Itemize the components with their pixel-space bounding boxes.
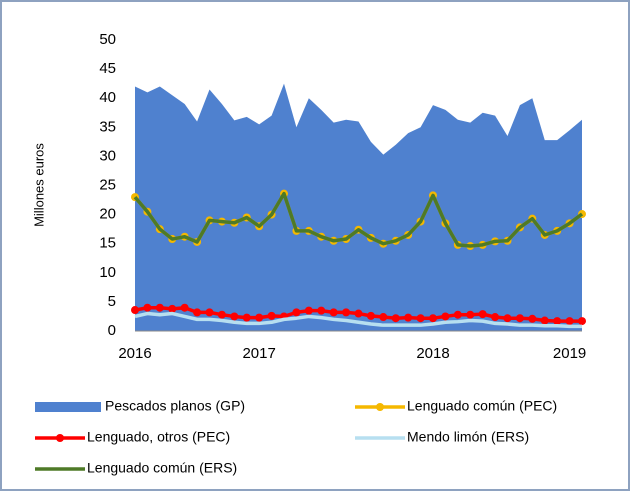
marker (466, 310, 475, 319)
marker (255, 313, 264, 322)
legend-label: Lenguado, otros (PEC) (87, 429, 230, 445)
marker (180, 303, 189, 312)
line (134, 311, 582, 329)
y-tick-label: 0 (108, 322, 116, 339)
legend-label: Pescados planos (GP) (105, 398, 245, 414)
marker (528, 314, 537, 323)
marker (379, 313, 388, 322)
x-tick-label: 2016 (118, 345, 151, 362)
y-tick-label: 25 (99, 176, 116, 193)
marker (503, 314, 512, 323)
marker (515, 314, 524, 323)
line (133, 191, 584, 248)
marker (342, 308, 351, 317)
marker (565, 317, 574, 326)
marker (217, 310, 226, 319)
marker (267, 311, 276, 320)
y-tick-label: 45 (99, 60, 116, 77)
y-axis-label: Millones euros (31, 143, 46, 227)
marker (429, 314, 437, 323)
y-tick-label: 50 (99, 31, 116, 48)
x-tick-label: 2017 (242, 345, 275, 362)
marker (540, 316, 549, 325)
legend-label: Mendo limón (ERS) (407, 429, 529, 445)
marker (168, 304, 177, 313)
area (135, 83, 582, 332)
marker (578, 317, 586, 326)
marker (441, 312, 450, 321)
marker (553, 317, 562, 326)
marker (230, 312, 239, 321)
y-tick-label: 20 (99, 206, 116, 223)
y-tick-label: 40 (99, 89, 116, 106)
marker (304, 306, 313, 315)
marker (143, 303, 152, 312)
legend-swatch (35, 402, 101, 412)
y-tick-label: 30 (99, 147, 116, 164)
marker (391, 314, 400, 323)
marker (317, 306, 326, 315)
x-tick-label: 2019 (553, 345, 586, 362)
y-tick-label: 5 (108, 293, 116, 310)
y-tick-label: 35 (99, 118, 116, 135)
marker (155, 303, 164, 312)
marker (354, 309, 363, 318)
marker (453, 310, 462, 319)
x-tick-label: 2018 (416, 345, 449, 362)
legend-label: Lenguado común (ERS) (87, 460, 237, 476)
marker (416, 314, 425, 323)
marker (292, 308, 301, 317)
y-tick-label: 15 (99, 235, 116, 252)
marker (329, 308, 338, 317)
marker (478, 310, 487, 319)
marker (404, 313, 413, 322)
marker (131, 306, 139, 315)
legend-marker (376, 403, 384, 411)
marker (242, 313, 251, 322)
marker (491, 313, 500, 322)
marker (366, 311, 375, 320)
legend-marker (56, 434, 64, 442)
legend-label: Lenguado común (PEC) (407, 398, 557, 414)
y-tick-label: 10 (99, 264, 116, 281)
marker (205, 308, 214, 317)
marker (193, 308, 202, 317)
